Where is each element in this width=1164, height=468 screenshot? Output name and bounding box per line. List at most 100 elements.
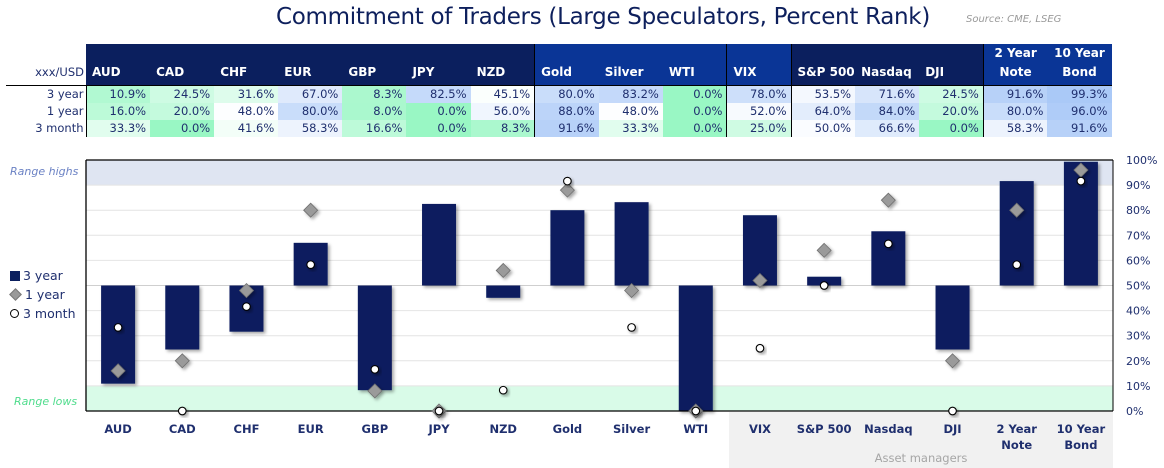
column-header: Gold [534,44,599,86]
asset-managers-label: Asset managers [874,451,968,465]
y-tick-label: 50% [1126,280,1150,293]
table-cell: 80.0% [982,102,1048,120]
column-header-line: AUD [92,65,121,79]
marker-3-month [1012,260,1022,270]
marker-3-month [948,406,957,416]
marker-3-month [113,323,123,332]
x-tick-label: Note [1001,438,1032,452]
column-header-line: Silver [604,65,644,79]
x-tick-label: Nasdaq [864,422,912,436]
table-cell: 0.0% [406,119,471,137]
table-cell: 33.3% [598,119,663,137]
range-band [86,385,1113,411]
marker-1-year [944,353,961,369]
table-cell: 8.3% [342,85,407,103]
legend-label: 3 year [23,268,63,283]
column-header-line: Bond [1062,65,1097,79]
marker-3-month [370,364,380,374]
table-cell: 48.0% [598,102,663,120]
column-header-line: EUR [284,65,312,79]
column-header-line: WTI [668,65,695,79]
table-cell: 8.3% [470,119,535,137]
table-cell: 0.0% [662,85,727,103]
legend-label: 3 month [23,306,76,321]
column-header-line: S&P 500 [797,65,855,79]
column-header-line: GBP [348,65,377,79]
table-cell: 67.0% [278,85,343,103]
table-cell: 0.0% [406,102,471,120]
x-tick-label: AUD [104,422,131,436]
x-tick-label: DJI [943,422,961,436]
table-cell: 91.6% [1047,119,1112,137]
row-label: 3 month [35,121,84,135]
table-cell: 80.0% [534,85,599,103]
bar-3-year [678,285,713,411]
table-cell: 33.3% [85,119,151,137]
column-header: AUD [86,44,151,86]
table-cell: 91.6% [534,119,599,137]
bar-3-year [807,276,842,286]
table-cell: 25.0% [726,119,792,137]
marker-1-year [174,353,190,369]
range-highs-label: Range highs [10,165,79,178]
table-cell: 64.0% [790,102,856,120]
marker-3-month [242,302,251,311]
table-row: 1 year 16.0% 20.0% 48.0% 80.0% 8.0% 0.0% 56.0% 8… [6,102,1112,120]
table-cell: 56.0% [470,102,535,120]
table-cell: 58.3% [278,119,343,137]
table-cell: 80.0% [278,102,343,120]
x-tick-label: NZD [489,422,517,436]
table-cell: 20.0% [150,102,215,120]
x-tick-label: CAD [169,422,196,436]
table-cell: 20.0% [919,102,984,120]
cot-chart: 0% 10% 20% 30% 40% 50% 60% 70% 80% 90% 100% AUD CAD C… [85,154,1157,452]
marker-3-month [691,406,701,416]
column-header: DJI [919,44,984,86]
table-cell: 83.2% [598,85,663,103]
column-header: VIX [726,44,792,86]
table-cell: 91.6% [982,85,1048,103]
table-cell: 45.1% [470,85,535,103]
table-cell: 0.0% [150,119,215,137]
marker-3-month [819,281,829,290]
marker-1-year [752,272,768,289]
chart-title: Commitment of Traders (Large Speculators… [276,4,931,30]
column-header-line: 10 Year [1054,46,1105,60]
table-cell: 16.0% [85,102,151,120]
bar-3-year [935,285,970,350]
table-cell: 0.0% [662,102,727,120]
marker-1-year [303,202,319,218]
table-cell: 99.3% [1047,85,1112,103]
bar-3-year [614,202,649,286]
legend-item-1-year: 1 year [9,285,76,304]
percent-rank-table: xxx/USD AUD CAD CHF EUR GBP JPY NZD Gold Silver W… [6,44,1112,137]
table-cell: 82.5% [406,85,471,103]
table-cell: 84.0% [855,102,920,120]
row-label: 1 year [46,104,84,118]
diamond-icon [9,288,22,301]
column-header: Nasdaq [855,44,920,86]
bar-3-year [999,181,1034,286]
table-cell: 0.0% [919,119,984,137]
table-cell: 78.0% [726,85,792,103]
legend-item-3-year: 3 year [10,266,76,285]
bar-3-year [357,285,392,391]
column-header: Silver [598,44,663,86]
table-corner-label: xxx/USD [6,44,86,86]
table-cell: 31.6% [214,85,279,103]
marker-3-month [177,406,187,416]
square-icon [10,270,20,281]
y-tick-label: 0% [1126,405,1143,418]
table-cell: 0.0% [662,119,727,137]
table-header-row: xxx/USD AUD CAD CHF EUR GBP JPY NZD Gold Silver W… [6,44,1112,86]
y-tick-label: 80% [1126,204,1150,217]
marker-1-year [559,182,575,198]
table-row: 3 month 33.3% 0.0% 41.6% 58.3% 16.6% 0.0% 8.3% 9… [6,119,1112,137]
table-cell: 24.5% [150,85,215,103]
column-header-line: JPY [412,65,435,79]
table-cell: 58.3% [982,119,1048,137]
table-cell: 50.0% [790,119,856,137]
column-header: 2 Year Note [982,44,1048,86]
range-band [86,160,1113,186]
table-cell: 88.0% [534,102,599,120]
